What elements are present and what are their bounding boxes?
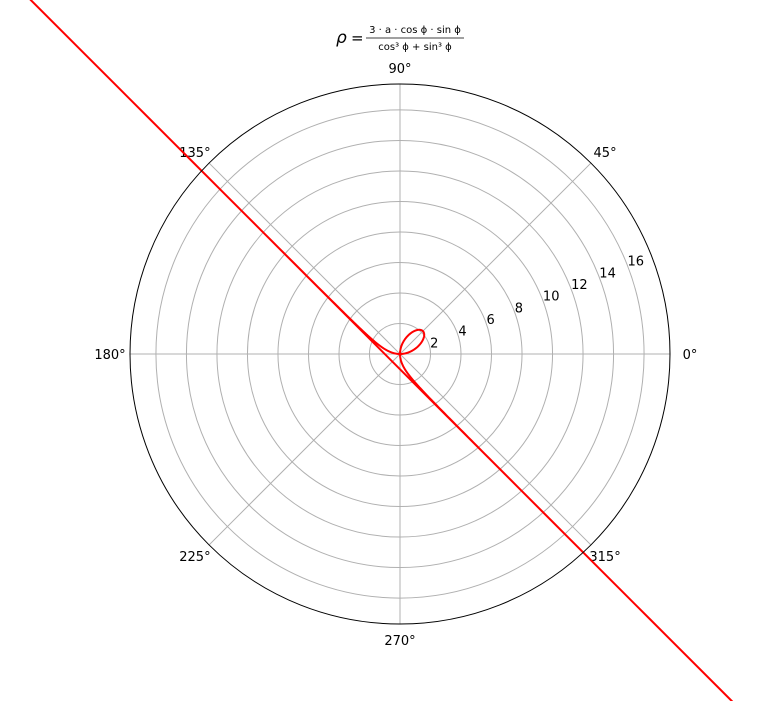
angular-gridline (208, 162, 401, 355)
title-equals: = (351, 29, 364, 47)
theta-tick-label: 225° (179, 550, 210, 565)
angular-gridline (399, 353, 592, 546)
title-lhs: ρ (336, 28, 347, 48)
angular-tick-labels: 0°45°90°135°180°225°270°315° (94, 62, 697, 649)
theta-tick-label: 180° (94, 348, 125, 363)
polar-frame (129, 83, 671, 625)
chart-title: ρ = 3 · a · cos ϕ · sin ϕ cos³ ϕ + sin³ … (336, 25, 464, 53)
r-tick-label: 14 (599, 266, 616, 281)
grid (130, 84, 670, 624)
title-numerator: 3 · a · cos ϕ · sin ϕ (369, 25, 461, 36)
radial-tick-labels: 2 4 6 8 10 12 14 16 (430, 255, 644, 352)
theta-tick-label: 45° (594, 146, 617, 161)
r-tick-label: 8 (515, 301, 523, 316)
r-tick-label: 16 (627, 255, 644, 270)
r-tick-label: 12 (571, 278, 588, 293)
r-tick-label: 10 (543, 290, 560, 305)
theta-tick-label: 315° (589, 550, 620, 565)
r-tick-label: 4 (458, 325, 466, 340)
r-tick-label: 2 (430, 336, 438, 351)
theta-tick-label: 270° (384, 634, 415, 649)
angular-gridline (208, 353, 401, 546)
angular-gridline (399, 162, 592, 355)
r-tick-label: 6 (487, 313, 495, 328)
theta-tick-label: 90° (388, 62, 411, 77)
title-denominator: cos³ ϕ + sin³ ϕ (378, 42, 452, 53)
theta-tick-label: 0° (683, 348, 698, 363)
